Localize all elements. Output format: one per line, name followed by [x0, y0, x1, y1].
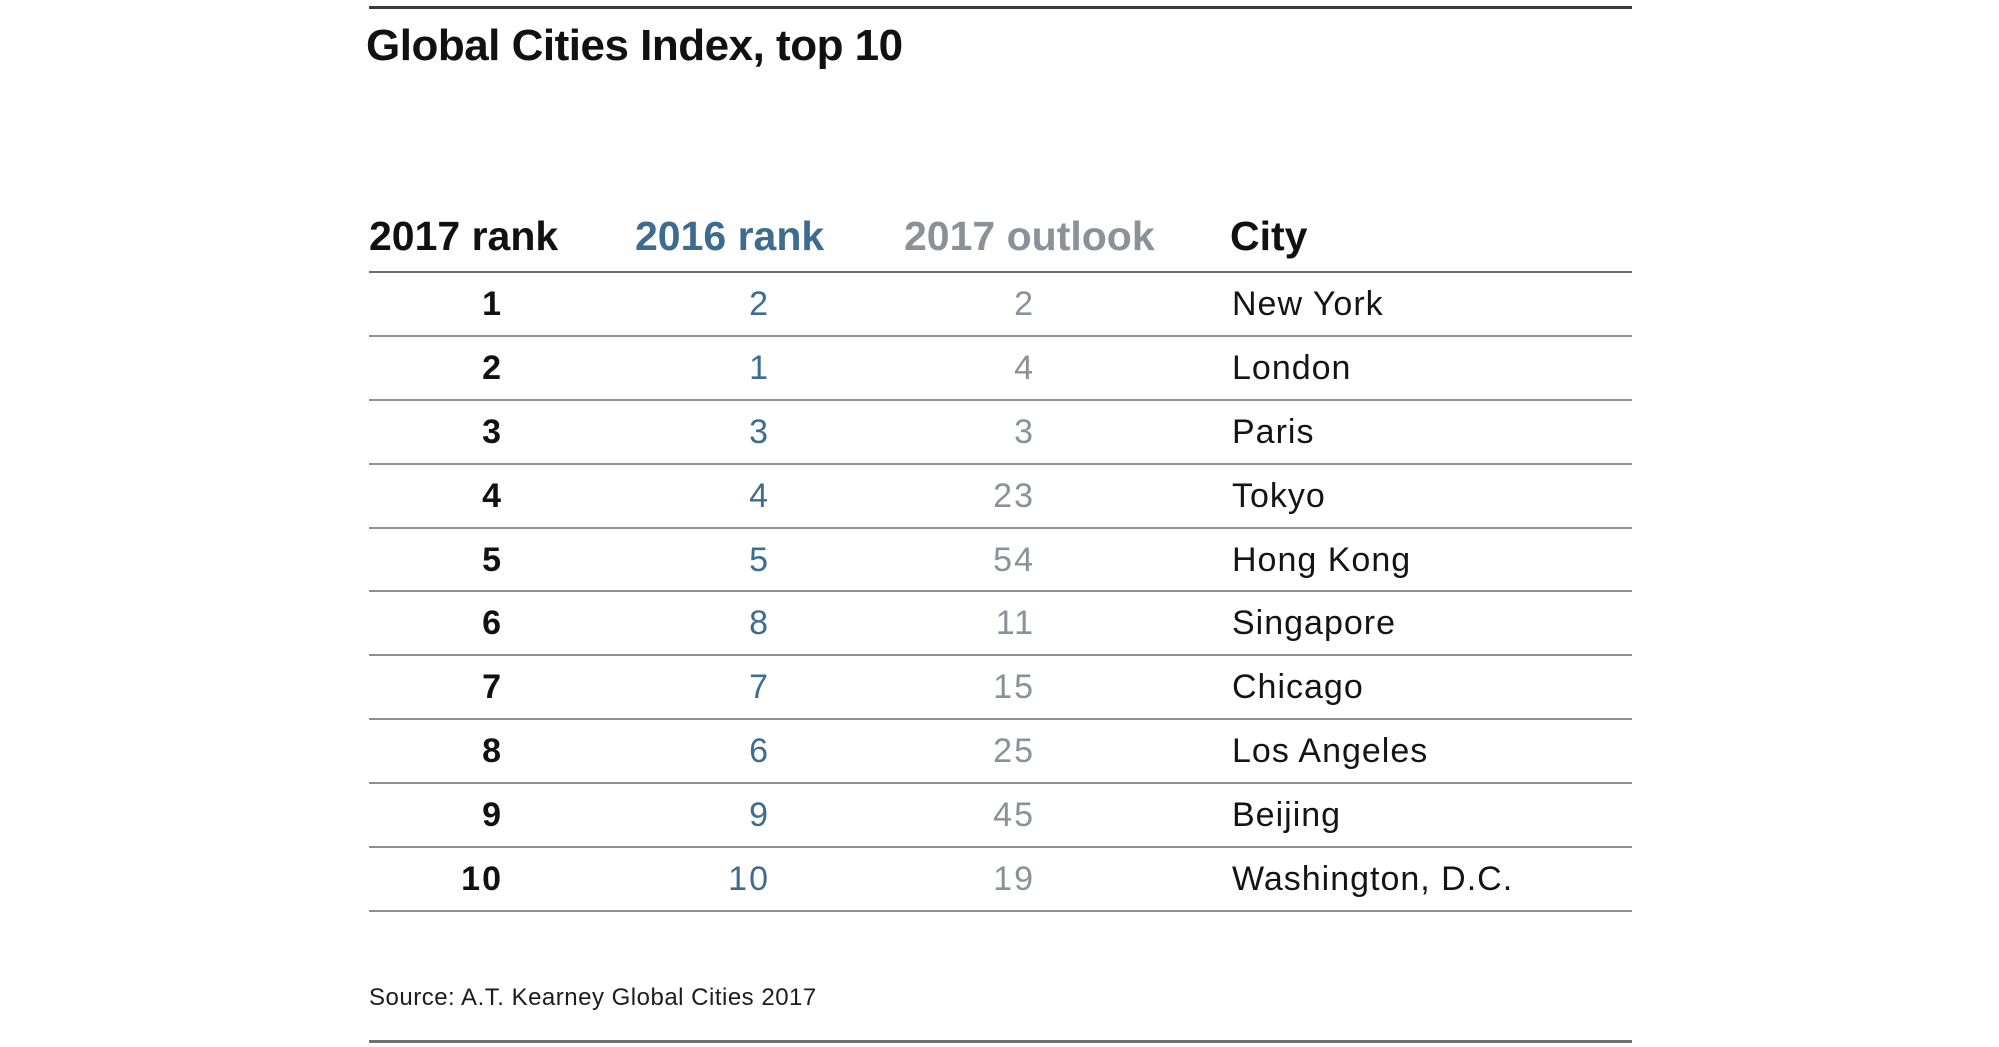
cell-2017-rank: 7	[482, 668, 503, 707]
cell-2016-rank: 3	[749, 412, 770, 451]
cell-2017-outlook: 45	[993, 796, 1035, 835]
page-title: Global Cities Index, top 10	[366, 21, 903, 70]
cell-city: Chicago	[1232, 668, 1364, 707]
cell-2017-rank: 10	[461, 859, 503, 898]
cell-2017-outlook: 54	[993, 540, 1035, 579]
table-row: 4 4 23 Tokyo	[369, 465, 1632, 529]
table-row: 6 8 11 Singapore	[369, 592, 1632, 657]
column-header-city: City	[1230, 213, 1308, 259]
cell-city: Beijing	[1232, 796, 1342, 835]
cell-2017-rank: 9	[482, 796, 503, 835]
cell-2016-rank: 6	[749, 732, 770, 771]
top-rule	[369, 6, 1632, 9]
cell-city: Washington, D.C.	[1232, 859, 1514, 898]
cell-2017-outlook: 15	[993, 668, 1035, 707]
table-row: 5 5 54 Hong Kong	[369, 529, 1632, 593]
cell-city: Paris	[1232, 412, 1315, 451]
cell-2017-outlook: 2	[1014, 284, 1035, 323]
table-header-row: 2017 rank 2016 rank 2017 outlook City	[369, 0, 1632, 273]
cell-2016-rank: 4	[749, 476, 770, 515]
cell-2016-rank: 1	[749, 348, 770, 387]
column-header-2017-rank: 2017 rank	[369, 213, 559, 259]
cell-city: Tokyo	[1232, 476, 1326, 515]
cell-2017-rank: 8	[482, 732, 503, 771]
cell-city: Los Angeles	[1232, 732, 1429, 771]
table-row: 7 7 15 Chicago	[369, 656, 1632, 721]
cell-2017-rank: 2	[482, 348, 503, 387]
cell-2016-rank: 5	[749, 540, 770, 579]
cell-2017-outlook: 3	[1014, 412, 1035, 451]
table-row: 1 2 2 New York	[369, 273, 1632, 337]
cell-2017-rank: 5	[482, 540, 503, 579]
table-row: 3 3 3 Paris	[369, 401, 1632, 465]
cell-city: Hong Kong	[1232, 540, 1412, 579]
cell-2017-outlook: 4	[1014, 348, 1035, 387]
cell-2016-rank: 7	[749, 668, 770, 707]
table-row: 2 1 4 London	[369, 337, 1632, 401]
cell-2017-outlook: 23	[993, 476, 1035, 515]
cell-2017-outlook: 25	[993, 732, 1035, 771]
table-row: 10 10 19 Washington, D.C.	[369, 848, 1632, 912]
cell-2016-rank: 10	[728, 859, 770, 898]
cell-city: Singapore	[1232, 604, 1397, 643]
cell-2017-outlook: 11	[995, 604, 1035, 643]
cell-2017-rank: 6	[482, 604, 503, 643]
cell-2017-rank: 4	[482, 476, 503, 515]
column-header-2016-rank: 2016 rank	[635, 213, 825, 259]
cell-2016-rank: 9	[749, 796, 770, 835]
table-row: 9 9 45 Beijing	[369, 784, 1632, 849]
cell-city: London	[1232, 348, 1352, 387]
cell-2016-rank: 2	[749, 284, 770, 323]
table-row: 8 6 25 Los Angeles	[369, 720, 1632, 785]
column-header-2017-outlook: 2017 outlook	[904, 213, 1155, 259]
bottom-rule	[369, 1040, 1632, 1043]
cell-city: New York	[1232, 284, 1384, 323]
cell-2017-rank: 1	[482, 284, 503, 323]
cell-2017-outlook: 19	[993, 859, 1035, 898]
global-cities-table: 2017 rank 2016 rank 2017 outlook City 1 …	[369, 0, 1632, 912]
source-note: Source: A.T. Kearney Global Cities 2017	[369, 984, 817, 1011]
cell-2016-rank: 8	[749, 604, 770, 643]
cell-2017-rank: 3	[482, 412, 503, 451]
